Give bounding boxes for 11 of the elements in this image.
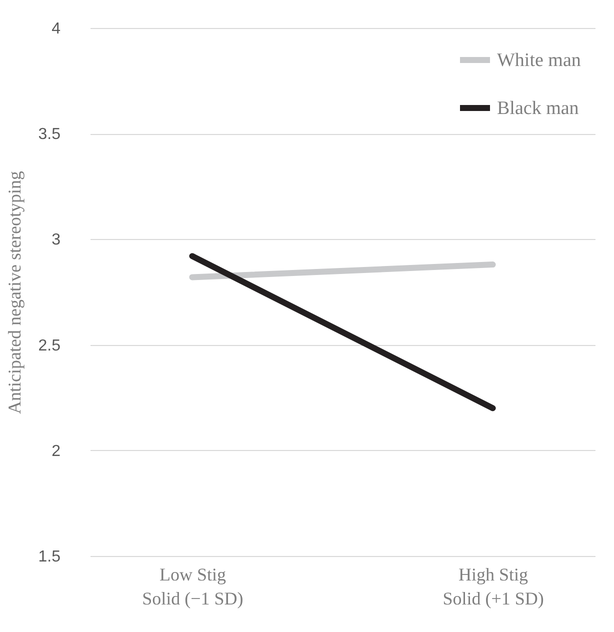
y-tick-label: 3.5 [38, 126, 61, 144]
legend-label: Black man [497, 98, 580, 119]
y-tick-label: 2 [52, 442, 61, 460]
x-tick-label: Low Stig Solid (−1 SD) [142, 564, 244, 608]
legend-label: White man [497, 50, 582, 71]
y-axis-title: Anticipated negative stereotyping [4, 171, 24, 414]
y-tick-label: 2.5 [38, 337, 61, 354]
y-tick-label: 1.5 [38, 548, 61, 566]
y-tick-label: 3 [52, 232, 61, 249]
x-tick-label: High Stig Solid (+1 SD) [442, 564, 544, 608]
y-tick-label: 4 [52, 20, 61, 38]
